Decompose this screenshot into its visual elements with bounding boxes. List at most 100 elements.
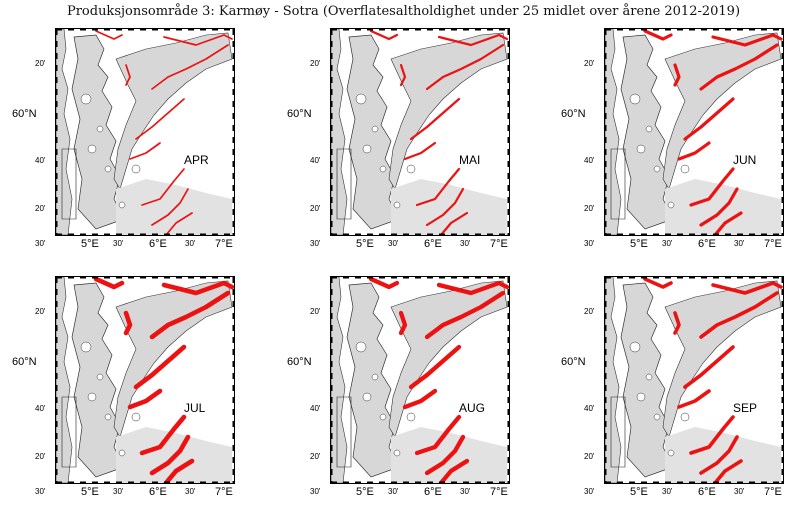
low-salinity-area bbox=[151, 44, 229, 90]
lon-label-6e: 6°E bbox=[698, 238, 716, 250]
low-salinity-area bbox=[368, 277, 400, 290]
lat-label-40: 40' bbox=[35, 404, 46, 413]
lon-label-7e: 7°E bbox=[215, 486, 233, 498]
island bbox=[355, 341, 367, 353]
lon-label-7e: 7°E bbox=[490, 486, 508, 498]
lon-label-5e: 5°E bbox=[81, 238, 99, 250]
island bbox=[131, 164, 141, 174]
low-salinity-area bbox=[93, 277, 125, 290]
low-salinity-area bbox=[437, 33, 509, 47]
inner-fjord-land bbox=[388, 32, 508, 190]
low-salinity-area bbox=[402, 388, 438, 410]
island bbox=[362, 144, 372, 154]
month-label: AUG bbox=[459, 401, 486, 415]
lat-label-20-bottom: 20' bbox=[584, 204, 595, 213]
low-salinity-area bbox=[425, 187, 465, 227]
lat-label-40: 40' bbox=[584, 404, 595, 413]
low-salinity-area bbox=[135, 98, 185, 140]
low-salinity-area bbox=[408, 344, 462, 390]
low-salinity-area bbox=[689, 415, 735, 455]
low-salinity-area bbox=[139, 414, 187, 456]
map-panel-aug: AUG bbox=[330, 276, 510, 484]
lon-label-6e: 6°E bbox=[424, 486, 442, 498]
low-salinity-area bbox=[677, 141, 711, 161]
low-salinity-area bbox=[163, 458, 195, 483]
island bbox=[636, 144, 646, 154]
lat-label-60n: 60°N bbox=[561, 108, 586, 120]
lat-label-40: 40' bbox=[310, 404, 321, 413]
island bbox=[118, 449, 126, 457]
lon-label-30-b: 30' bbox=[388, 487, 399, 496]
lon-label-30-a: 30' bbox=[310, 487, 321, 496]
lon-label-30-c: 30' bbox=[734, 487, 745, 496]
island bbox=[680, 412, 690, 422]
lon-label-6e: 6°E bbox=[149, 238, 167, 250]
lat-label-60n: 60°N bbox=[12, 108, 37, 120]
low-salinity-area bbox=[133, 344, 187, 390]
lat-label-20-bottom: 20' bbox=[35, 452, 46, 461]
low-salinity-area bbox=[141, 168, 185, 206]
lon-label-6e: 6°E bbox=[424, 238, 442, 250]
low-salinity-area bbox=[673, 63, 681, 87]
lon-label-30-b: 30' bbox=[662, 487, 673, 496]
island bbox=[371, 373, 379, 381]
low-salinity-area bbox=[673, 311, 681, 335]
low-salinity-area bbox=[439, 211, 469, 235]
lon-label-5e: 5°E bbox=[630, 486, 648, 498]
lon-label-30-a: 30' bbox=[584, 239, 595, 248]
lon-label-30-b: 30' bbox=[388, 239, 399, 248]
lon-label-5e: 5°E bbox=[356, 238, 374, 250]
low-salinity-area bbox=[127, 388, 163, 410]
island bbox=[371, 125, 379, 133]
island bbox=[80, 341, 92, 353]
island bbox=[362, 392, 372, 402]
mainland-west bbox=[605, 29, 622, 235]
low-salinity-area bbox=[399, 63, 407, 87]
island bbox=[131, 412, 141, 422]
month-label: JUN bbox=[733, 153, 757, 167]
mainland-west bbox=[56, 277, 73, 483]
month-label: SEP bbox=[733, 401, 758, 415]
low-salinity-area bbox=[643, 29, 673, 41]
low-salinity-area bbox=[713, 459, 743, 483]
low-salinity-area bbox=[699, 291, 779, 339]
island bbox=[96, 125, 104, 133]
low-salinity-area bbox=[711, 281, 783, 295]
southern-land bbox=[391, 179, 507, 235]
low-salinity-area bbox=[95, 30, 123, 40]
lon-label-7e: 7°E bbox=[490, 238, 508, 250]
low-salinity-area bbox=[689, 167, 735, 207]
low-salinity-area bbox=[125, 64, 131, 86]
island bbox=[629, 341, 641, 353]
lat-label-20-top: 20' bbox=[310, 307, 321, 316]
lat-label-40: 40' bbox=[35, 156, 46, 165]
low-salinity-area bbox=[438, 458, 470, 483]
island bbox=[393, 201, 401, 209]
lon-label-7e: 7°E bbox=[764, 486, 782, 498]
island bbox=[393, 449, 401, 457]
island bbox=[379, 165, 387, 173]
low-salinity-area bbox=[424, 290, 506, 340]
mainland-west bbox=[331, 29, 348, 235]
low-salinity-area bbox=[425, 43, 505, 91]
lat-label-20-bottom: 20' bbox=[310, 204, 321, 213]
island bbox=[104, 413, 112, 421]
lon-label-30-c: 30' bbox=[185, 239, 196, 248]
island bbox=[406, 164, 416, 174]
lon-label-30-a: 30' bbox=[310, 239, 321, 248]
low-salinity-area bbox=[163, 34, 233, 46]
island bbox=[645, 125, 653, 133]
low-salinity-area bbox=[711, 33, 783, 47]
lat-label-40: 40' bbox=[310, 156, 321, 165]
lat-label-20-top: 20' bbox=[35, 59, 46, 68]
map-canvas bbox=[331, 29, 509, 235]
figure-title: Produksjonsområde 3: Karmøy - Sotra (Ove… bbox=[66, 4, 741, 19]
mainland-west bbox=[331, 277, 348, 483]
island bbox=[653, 413, 661, 421]
island bbox=[118, 201, 126, 209]
low-salinity-area bbox=[713, 211, 743, 235]
lon-label-5e: 5°E bbox=[630, 238, 648, 250]
lat-label-20-top: 20' bbox=[35, 307, 46, 316]
lon-label-30-a: 30' bbox=[35, 487, 46, 496]
lon-label-7e: 7°E bbox=[764, 238, 782, 250]
